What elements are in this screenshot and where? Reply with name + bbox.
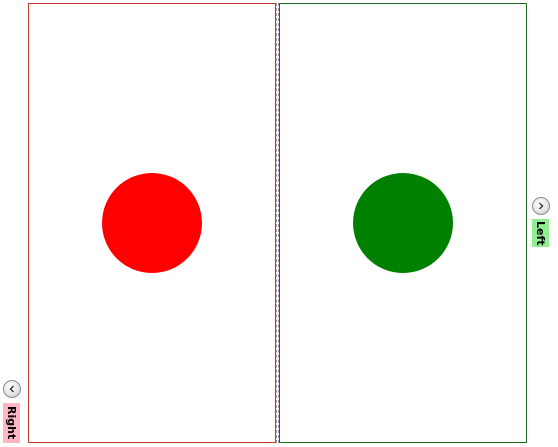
chevron-left-icon bbox=[9, 385, 14, 393]
green-circle bbox=[353, 173, 453, 273]
grid-splitter[interactable] bbox=[276, 3, 279, 443]
left-expander-button[interactable] bbox=[532, 197, 550, 215]
left-expander-header[interactable]: Left bbox=[532, 219, 549, 247]
red-circle bbox=[102, 173, 202, 273]
right-expander-button[interactable] bbox=[3, 380, 21, 398]
green-panel bbox=[279, 3, 527, 443]
red-panel bbox=[28, 3, 276, 443]
right-expander-header[interactable]: Right bbox=[3, 403, 20, 443]
chevron-right-icon bbox=[539, 202, 544, 210]
